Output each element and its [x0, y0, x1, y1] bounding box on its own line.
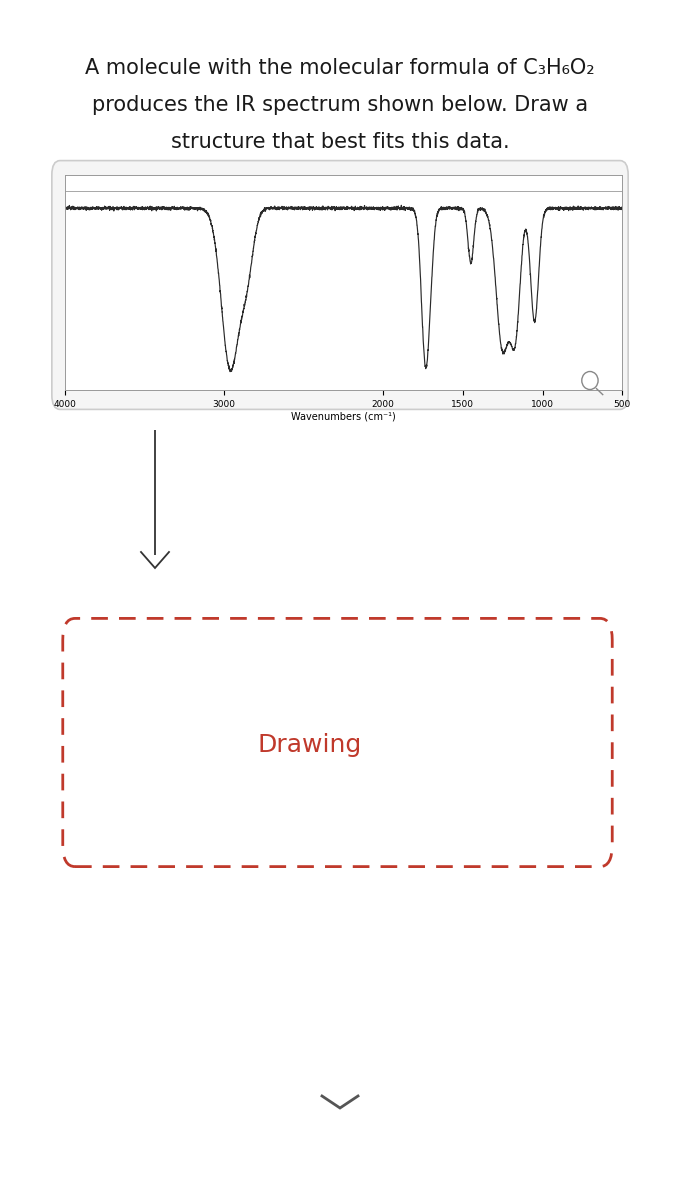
- Text: Drawing: Drawing: [258, 733, 362, 757]
- Text: A molecule with the molecular formula of C₃H₆O₂: A molecule with the molecular formula of…: [85, 58, 595, 78]
- X-axis label: Wavenumbers (cm⁻¹): Wavenumbers (cm⁻¹): [291, 412, 396, 421]
- Text: produces the IR spectrum shown below. Draw a: produces the IR spectrum shown below. Dr…: [92, 95, 588, 115]
- Text: structure that best fits this data.: structure that best fits this data.: [171, 132, 509, 152]
